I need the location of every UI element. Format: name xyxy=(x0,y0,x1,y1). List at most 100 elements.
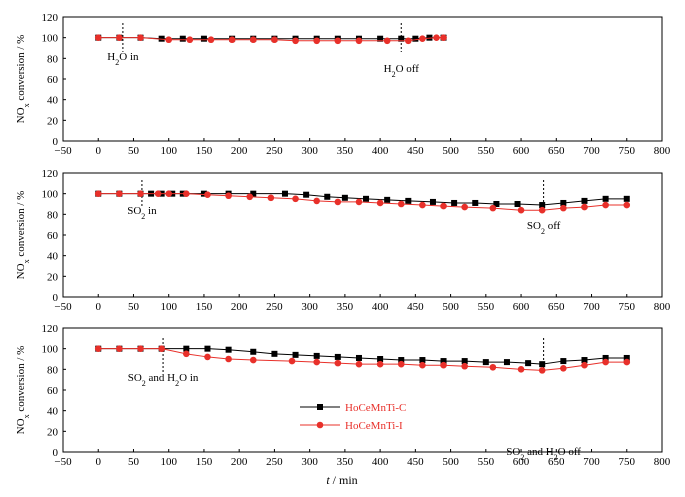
data-point xyxy=(581,361,588,369)
x-tick-label: 550 xyxy=(478,301,495,313)
data-point xyxy=(225,346,232,353)
data-point xyxy=(158,345,165,352)
data-point xyxy=(602,195,609,202)
x-tick-label: 300 xyxy=(301,456,318,468)
x-tick-label: 250 xyxy=(266,145,283,157)
x-tick-label: 800 xyxy=(654,456,671,468)
data-point xyxy=(334,359,342,367)
data-point xyxy=(376,360,384,368)
x-tick-label: 500 xyxy=(442,145,459,157)
data-point xyxy=(482,359,489,366)
x-tick-label: 350 xyxy=(337,301,354,313)
legend-marker xyxy=(316,421,324,429)
data-point xyxy=(602,354,609,361)
data-point xyxy=(429,198,436,205)
data-point xyxy=(200,190,207,197)
x-tick-label: −50 xyxy=(54,145,72,157)
x-tick-label: 750 xyxy=(619,456,636,468)
plot-frame xyxy=(62,16,663,142)
x-tick-label: 700 xyxy=(583,145,600,157)
event-label: H2O off xyxy=(384,63,420,79)
x-tick-label: 200 xyxy=(231,301,248,313)
data-point xyxy=(383,37,391,45)
x-tick-label: 400 xyxy=(372,456,389,468)
data-point xyxy=(560,199,567,206)
event-label: SO2 and H2O off xyxy=(506,446,581,462)
x-tick-label: 150 xyxy=(196,145,213,157)
x-tick-label: 300 xyxy=(301,301,318,313)
data-point xyxy=(271,350,278,357)
data-point xyxy=(472,199,479,206)
x-tick-label: 250 xyxy=(266,301,283,313)
y-tick-label: 60 xyxy=(47,74,59,86)
data-point xyxy=(303,191,310,198)
x-tick-label: 150 xyxy=(196,301,213,313)
y-tick-label: 60 xyxy=(47,385,59,397)
y-tick-label: 20 xyxy=(47,115,59,127)
series-HoCeMnTi-I xyxy=(94,190,631,214)
data-point xyxy=(377,356,384,362)
x-tick-label: 0 xyxy=(95,456,101,468)
data-point xyxy=(158,35,165,42)
data-point xyxy=(137,34,144,41)
y-axis-label: NOx conversion / % xyxy=(15,346,31,435)
x-tick-label: 750 xyxy=(619,301,636,313)
data-point xyxy=(204,345,211,352)
x-tick-label: 550 xyxy=(478,456,495,468)
data-point xyxy=(581,203,588,211)
x-tick-label: 100 xyxy=(160,301,177,313)
data-point xyxy=(384,196,391,203)
data-point xyxy=(461,203,468,211)
data-point xyxy=(398,357,405,364)
y-tick-label: 100 xyxy=(42,189,59,201)
y-tick-label: 120 xyxy=(42,168,59,180)
data-point xyxy=(623,358,631,366)
panel-2: −50 0 50 100 150 200 250 300 350 400 450 500 550 600 6… xyxy=(15,168,671,313)
data-point xyxy=(225,192,232,200)
data-point xyxy=(292,37,299,45)
y-tick-label: 80 xyxy=(47,364,59,376)
x-tick-label: 100 xyxy=(160,456,177,468)
data-point xyxy=(538,206,546,214)
y-tick-label: 20 xyxy=(47,426,59,438)
data-point xyxy=(412,35,419,42)
event-label: SO2 and H2O in xyxy=(128,372,199,388)
data-point xyxy=(623,354,630,361)
data-point xyxy=(204,353,211,361)
x-axis-label: t / min xyxy=(326,473,357,487)
legend-label: HoCeMnTi-I xyxy=(345,420,403,432)
x-tick-label: 50 xyxy=(128,301,140,313)
series-line xyxy=(98,348,627,371)
data-point xyxy=(397,360,405,368)
x-tick-label: 550 xyxy=(478,145,495,157)
data-point xyxy=(623,201,631,209)
y-tick-label: 100 xyxy=(42,33,59,45)
x-tick-label: 650 xyxy=(548,301,565,313)
x-tick-label: 200 xyxy=(231,145,248,157)
event-label: H2O in xyxy=(107,51,139,67)
x-tick-label: 800 xyxy=(654,301,671,313)
x-tick-label: 50 xyxy=(128,145,140,157)
y-tick-label: 80 xyxy=(47,53,59,65)
data-point xyxy=(405,197,412,204)
y-tick-label: 120 xyxy=(42,323,59,335)
data-point xyxy=(288,357,296,365)
panel-1: −50 0 50 100 150 200 250 300 350 400 450 500 550 600 6… xyxy=(15,12,671,157)
x-tick-label: 300 xyxy=(301,145,318,157)
x-tick-label: 100 xyxy=(160,145,177,157)
series-line xyxy=(98,348,627,365)
x-tick-label: 500 xyxy=(442,301,459,313)
data-point xyxy=(334,198,342,206)
data-point xyxy=(503,359,510,366)
y-tick-label: 20 xyxy=(47,271,59,283)
data-point xyxy=(137,190,144,197)
data-point xyxy=(581,197,588,204)
data-point xyxy=(489,363,497,371)
x-tick-label: 400 xyxy=(372,301,389,313)
data-point xyxy=(560,365,567,372)
x-tick-label: 450 xyxy=(407,301,424,313)
data-point xyxy=(281,190,288,197)
data-point xyxy=(165,36,173,44)
data-point xyxy=(271,36,278,44)
